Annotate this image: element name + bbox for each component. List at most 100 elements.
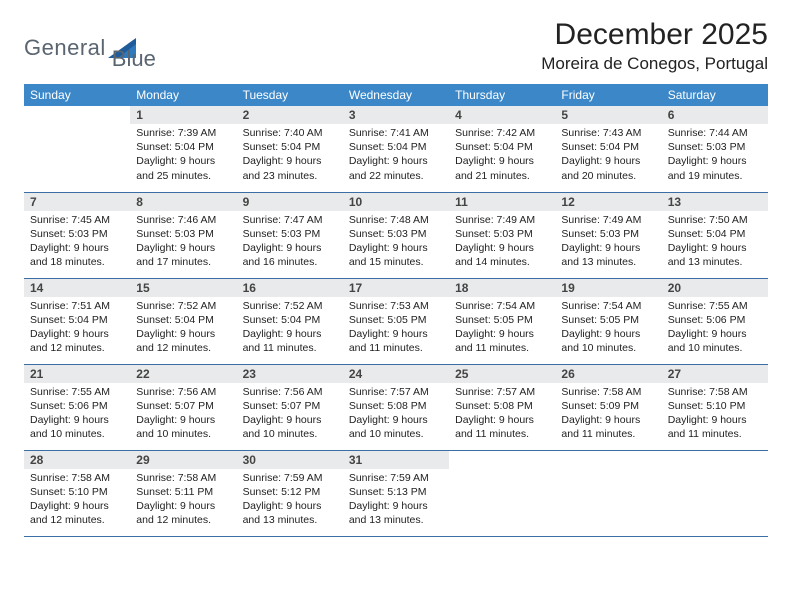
day-detail-line: Daylight: 9 hours — [30, 499, 124, 513]
day-detail-line: and 11 minutes. — [455, 341, 549, 355]
day-details: Sunrise: 7:52 AMSunset: 5:04 PMDaylight:… — [130, 297, 236, 360]
day-detail-line: and 13 minutes. — [561, 255, 655, 269]
day-detail-line: Daylight: 9 hours — [668, 154, 762, 168]
day-detail-line: Sunset: 5:04 PM — [668, 227, 762, 241]
day-detail-line: Daylight: 9 hours — [561, 413, 655, 427]
day-details: Sunrise: 7:54 AMSunset: 5:05 PMDaylight:… — [449, 297, 555, 360]
day-details: Sunrise: 7:59 AMSunset: 5:12 PMDaylight:… — [237, 469, 343, 532]
logo: General Blue — [24, 24, 156, 72]
calendar-day-cell: 8Sunrise: 7:46 AMSunset: 5:03 PMDaylight… — [130, 192, 236, 278]
day-detail-line: Sunrise: 7:52 AM — [243, 299, 337, 313]
day-detail-line: and 10 minutes. — [30, 427, 124, 441]
weekday-header: Monday — [130, 84, 236, 106]
day-number: 1 — [130, 106, 236, 124]
day-detail-line: Sunrise: 7:48 AM — [349, 213, 443, 227]
day-detail-line: and 12 minutes. — [136, 341, 230, 355]
calendar-day-cell: 26 Sunrise: 7:58 AMSunset: 5:09 PMDayligh… — [555, 364, 661, 450]
day-detail-line: Sunrise: 7:58 AM — [561, 385, 655, 399]
calendar-day-cell: 12Sunrise: 7:49 AMSunset: 5:03 PMDayligh… — [555, 192, 661, 278]
calendar-week-row: 14Sunrise: 7:51 AMSunset: 5:04 PMDayligh… — [24, 278, 768, 364]
day-detail-line: and 14 minutes. — [455, 255, 549, 269]
calendar-day-cell: 18Sunrise: 7:54 AMSunset: 5:05 PMDayligh… — [449, 278, 555, 364]
day-number: 24 — [343, 365, 449, 383]
day-number: 15 — [130, 279, 236, 297]
day-detail-line: Sunset: 5:10 PM — [668, 399, 762, 413]
day-detail-line: Sunset: 5:03 PM — [455, 227, 549, 241]
day-number: 4 — [449, 106, 555, 124]
day-details: Sunrise: 7:46 AMSunset: 5:03 PMDaylight:… — [130, 211, 236, 274]
day-detail-line: Daylight: 9 hours — [455, 154, 549, 168]
title-block: December 2025 Moreira de Conegos, Portug… — [541, 18, 768, 74]
day-details: Sunrise: 7:53 AMSunset: 5:05 PMDaylight:… — [343, 297, 449, 360]
day-number: 23 — [237, 365, 343, 383]
calendar-body: 1Sunrise: 7:39 AMSunset: 5:04 PMDaylight… — [24, 106, 768, 536]
day-number: 26 — [555, 365, 661, 383]
day-details: Sunrise: 7:39 AMSunset: 5:04 PMDaylight:… — [130, 124, 236, 187]
day-number: 10 — [343, 193, 449, 211]
day-detail-line: Sunset: 5:07 PM — [243, 399, 337, 413]
day-detail-line: Sunrise: 7:45 AM — [30, 213, 124, 227]
day-detail-line: Sunrise: 7:59 AM — [349, 471, 443, 485]
weekday-header: Friday — [555, 84, 661, 106]
day-detail-line: Daylight: 9 hours — [243, 499, 337, 513]
day-detail-line: and 20 minutes. — [561, 169, 655, 183]
day-detail-line: Sunset: 5:08 PM — [349, 399, 443, 413]
day-detail-line: Sunset: 5:08 PM — [455, 399, 549, 413]
day-detail-line: and 21 minutes. — [455, 169, 549, 183]
day-detail-line: Daylight: 9 hours — [455, 327, 549, 341]
day-details: Sunrise: 7:49 AMSunset: 5:03 PMDaylight:… — [449, 211, 555, 274]
day-detail-line: and 16 minutes. — [243, 255, 337, 269]
day-number: 25 — [449, 365, 555, 383]
day-detail-line: Daylight: 9 hours — [243, 154, 337, 168]
day-number: 19 — [555, 279, 661, 297]
day-details: Sunrise: 7:45 AMSunset: 5:03 PMDaylight:… — [24, 211, 130, 274]
day-detail-line: Sunset: 5:11 PM — [136, 485, 230, 499]
day-number: 30 — [237, 451, 343, 469]
day-number: 7 — [24, 193, 130, 211]
day-number: 2 — [237, 106, 343, 124]
calendar-week-row: 1Sunrise: 7:39 AMSunset: 5:04 PMDaylight… — [24, 106, 768, 192]
calendar-week-row: 21Sunrise: 7:55 AMSunset: 5:06 PMDayligh… — [24, 364, 768, 450]
calendar-day-cell: 17Sunrise: 7:53 AMSunset: 5:05 PMDayligh… — [343, 278, 449, 364]
day-detail-line: Daylight: 9 hours — [455, 241, 549, 255]
day-detail-line: and 25 minutes. — [136, 169, 230, 183]
day-detail-line: Sunrise: 7:50 AM — [668, 213, 762, 227]
day-detail-line: Sunset: 5:03 PM — [668, 140, 762, 154]
day-detail-line: Sunrise: 7:52 AM — [136, 299, 230, 313]
day-details: Sunrise: 7:50 AMSunset: 5:04 PMDaylight:… — [662, 211, 768, 274]
day-detail-line: Sunrise: 7:56 AM — [243, 385, 337, 399]
day-detail-line: Sunset: 5:03 PM — [243, 227, 337, 241]
calendar-week-row: 7Sunrise: 7:45 AMSunset: 5:03 PMDaylight… — [24, 192, 768, 278]
day-detail-line: Sunrise: 7:59 AM — [243, 471, 337, 485]
day-detail-line: and 10 minutes. — [243, 427, 337, 441]
month-title: December 2025 — [541, 18, 768, 52]
day-detail-line: Sunrise: 7:43 AM — [561, 126, 655, 140]
day-details: Sunrise: 7:56 AMSunset: 5:07 PMDaylight:… — [237, 383, 343, 446]
calendar-day-cell: 25Sunrise: 7:57 AMSunset: 5:08 PMDayligh… — [449, 364, 555, 450]
day-details: Sunrise: 7:51 AMSunset: 5:04 PMDaylight:… — [24, 297, 130, 360]
calendar-day-cell: 30Sunrise: 7:59 AMSunset: 5:12 PMDayligh… — [237, 450, 343, 536]
day-number: 6 — [662, 106, 768, 124]
day-detail-line: Sunrise: 7:58 AM — [136, 471, 230, 485]
day-details: Sunrise: 7:55 AMSunset: 5:06 PMDaylight:… — [662, 297, 768, 360]
day-detail-line: Daylight: 9 hours — [30, 241, 124, 255]
day-detail-line: and 10 minutes. — [136, 427, 230, 441]
day-details: Sunrise: 7:56 AMSunset: 5:07 PMDaylight:… — [130, 383, 236, 446]
day-detail-line: Sunset: 5:04 PM — [243, 313, 337, 327]
day-detail-line: and 13 minutes. — [668, 255, 762, 269]
calendar-day-cell: 6Sunrise: 7:44 AMSunset: 5:03 PMDaylight… — [662, 106, 768, 192]
day-detail-line: Sunset: 5:03 PM — [30, 227, 124, 241]
day-detail-line: and 19 minutes. — [668, 169, 762, 183]
day-detail-line: Daylight: 9 hours — [349, 241, 443, 255]
day-detail-line: Sunrise: 7:54 AM — [561, 299, 655, 313]
day-detail-line: Sunset: 5:04 PM — [136, 140, 230, 154]
day-number: 14 — [24, 279, 130, 297]
calendar-day-cell: 29Sunrise: 7:58 AMSunset: 5:11 PMDayligh… — [130, 450, 236, 536]
day-details: Sunrise: 7:57 AMSunset: 5:08 PMDaylight:… — [449, 383, 555, 446]
calendar-day-cell — [662, 450, 768, 536]
location: Moreira de Conegos, Portugal — [541, 54, 768, 74]
day-detail-line: Sunset: 5:09 PM — [561, 399, 655, 413]
weekday-header: Tuesday — [237, 84, 343, 106]
day-detail-line: Sunrise: 7:55 AM — [668, 299, 762, 313]
day-detail-line: Sunrise: 7:41 AM — [349, 126, 443, 140]
